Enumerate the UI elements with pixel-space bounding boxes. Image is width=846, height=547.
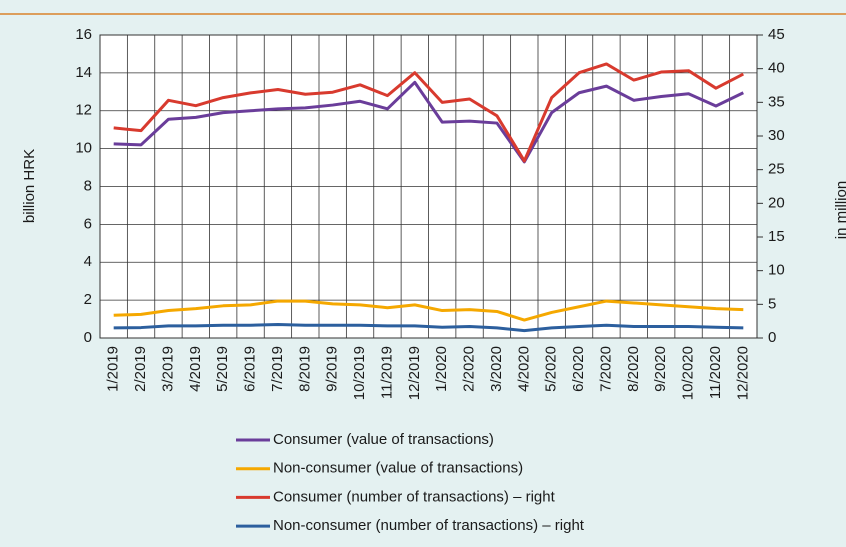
x-tick-label: 1/2019 [105,346,122,392]
x-tick-label: 8/2019 [296,346,313,392]
x-tick-label: 7/2020 [597,346,614,392]
x-tick-label: 11/2019 [378,346,395,399]
x-tick-label: 10/2019 [351,346,368,400]
x-tick-label: 1/2020 [433,346,450,392]
x-tick-label: 11/2020 [707,346,724,399]
legend-label: Consumer (value of transactions) [273,431,494,448]
x-tick-label: 6/2020 [570,346,587,392]
plot-frame [99,34,758,339]
y-tick-label: 14 [75,64,92,81]
legend-label: Non-consumer (value of transactions) [273,460,523,477]
y-tick-label: 10 [75,140,92,157]
x-tick-label: 12/2019 [406,346,423,400]
x-tick-label: 8/2020 [625,346,642,392]
x-tick-label: 2/2020 [461,346,478,392]
legend-label: Consumer (number of transactions) – righ… [273,488,556,505]
y2-tick-label: 25 [768,161,785,178]
x-tick-label: 3/2020 [488,346,505,392]
y-tick-label: 16 [75,26,92,43]
x-tick-label: 2/2019 [132,346,149,392]
y-axis-label: billion HRK [21,149,38,223]
y2-tick-label: 35 [768,93,785,110]
y2-tick-label: 30 [768,127,785,144]
x-tick-label: 4/2019 [187,346,204,392]
y-tick-label: 8 [84,177,92,194]
y-tick-label: 6 [84,215,92,232]
x-tick-label: 3/2019 [159,346,176,392]
y-tick-label: 12 [75,102,92,119]
x-tick-label: 7/2019 [269,346,286,392]
x-tick-label: 12/2020 [734,346,751,400]
x-tick-label: 10/2020 [680,346,697,400]
y2-tick-label: 0 [768,329,776,346]
y2-tick-label: 40 [768,60,785,77]
series-line [113,62,745,163]
x-tick-label: 9/2020 [652,346,669,392]
y-tick-label: 0 [84,329,92,346]
x-tick-label: 5/2019 [214,346,231,392]
y-tick-label: 2 [84,291,92,308]
y2-axis-label: in million [833,181,846,239]
x-tick-label: 9/2019 [324,346,341,392]
y2-tick-label: 15 [768,228,785,245]
series-line [113,299,744,322]
x-tick-label: 5/2020 [543,346,560,392]
y2-tick-label: 20 [768,194,785,211]
y2-tick-label: 5 [768,295,776,312]
y2-tick-label: 45 [768,26,785,43]
series-line [113,80,744,164]
y2-tick-label: 10 [768,262,785,279]
x-tick-label: 6/2019 [242,346,259,392]
series-line [113,323,744,333]
legend-label: Non-consumer (number of transactions) – … [273,517,585,534]
x-tick-label: 4/2020 [515,346,532,392]
y-tick-label: 4 [84,253,92,270]
